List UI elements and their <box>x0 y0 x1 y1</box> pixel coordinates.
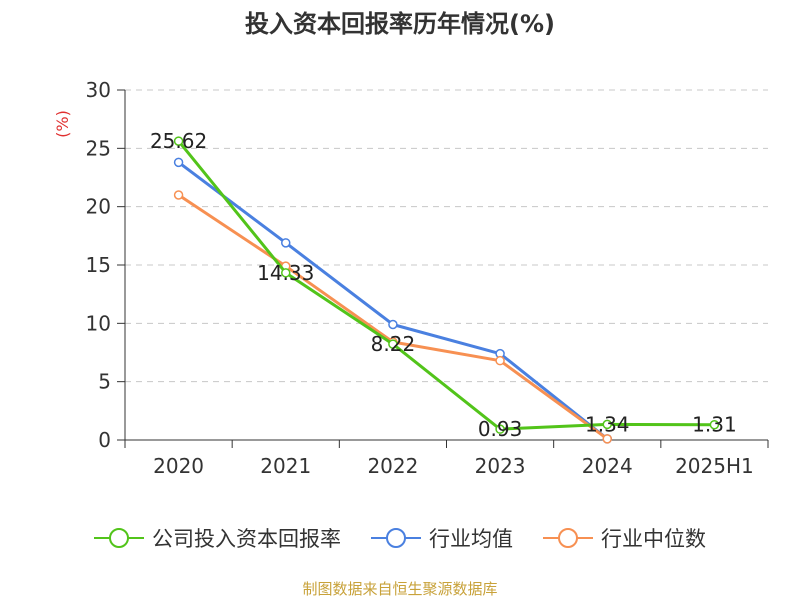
series-line <box>177 140 715 431</box>
data-point <box>709 419 720 430</box>
data-point <box>173 136 184 146</box>
data-point <box>281 238 291 248</box>
y-tick-label: 0 <box>98 428 111 452</box>
legend-item[interactable]: 行业均值 <box>371 523 513 553</box>
data-point <box>281 268 291 278</box>
data-point <box>495 424 505 434</box>
x-tick-label: 2021 <box>260 454 311 478</box>
data-labels: 25.62 14.33 8.22 0.93 1.34 1.31 <box>150 129 737 441</box>
data-label: 25.62 <box>150 129 207 153</box>
x-tick-label: 2020 <box>153 454 204 478</box>
series-lines <box>173 136 720 444</box>
x-tick-label: 2024 <box>582 454 633 478</box>
x-tick-label: 2022 <box>367 454 418 478</box>
data-label: 1.31 <box>692 413 737 437</box>
y-tick-label: 30 <box>86 78 111 102</box>
data-label: 0.93 <box>478 417 523 441</box>
chart-title: 投入资本回报率历年情况(%) <box>245 10 555 38</box>
data-point <box>173 190 184 200</box>
data-label: 1.34 <box>585 412 630 436</box>
y-tick-label: 25 <box>86 136 111 160</box>
y-tick-label: 15 <box>86 253 111 277</box>
series-line <box>177 193 609 441</box>
data-point <box>388 339 398 349</box>
y-tick-label: 10 <box>86 311 111 335</box>
y-axis-label: (%) <box>53 110 72 138</box>
data-point <box>602 434 612 444</box>
gridlines <box>125 89 768 383</box>
legend-symbol-icon <box>371 528 421 548</box>
data-point <box>173 157 184 168</box>
legend-label: 行业中位数 <box>601 527 706 551</box>
legend-symbol-icon <box>94 528 144 548</box>
legend-symbol-icon <box>543 528 593 548</box>
x-tick-label: 2023 <box>475 454 526 478</box>
legend: 公司投入资本回报率 行业均值 行业中位数 <box>0 518 800 558</box>
line-chart: 0 5 10 15 20 25 30 2020 2021 2022 2023 2024 2025H1 (… <box>53 78 769 478</box>
legend-item[interactable]: 行业中位数 <box>543 523 706 553</box>
legend-label: 行业均值 <box>429 527 513 551</box>
data-point <box>388 319 398 330</box>
legend-label: 公司投入资本回报率 <box>152 527 341 551</box>
y-tick-label: 5 <box>98 370 111 394</box>
data-point <box>602 419 612 430</box>
series-line <box>177 161 609 441</box>
data-point <box>495 355 505 366</box>
axes: 0 5 10 15 20 25 30 2020 2021 2022 2023 2024 2025H1 <box>86 78 769 478</box>
data-label: 14.33 <box>257 261 314 285</box>
legend-item[interactable]: 公司投入资本回报率 <box>94 523 341 553</box>
data-label: 8.22 <box>371 332 416 356</box>
x-tick-label: 2025H1 <box>675 454 754 478</box>
source-note: 制图数据来自恒生聚源数据库 <box>302 580 498 598</box>
y-tick-label: 20 <box>86 195 111 219</box>
